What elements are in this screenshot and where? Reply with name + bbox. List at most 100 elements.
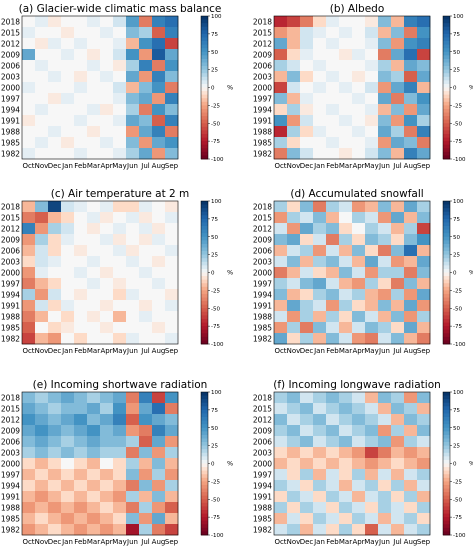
heatmap-cell [139, 234, 153, 246]
heatmap-cell [313, 126, 327, 138]
heatmap-cell [365, 414, 379, 426]
heatmap-cell [165, 278, 179, 290]
heatmap-cell [61, 137, 75, 149]
heatmap-cell [139, 392, 153, 404]
heatmap-cell [417, 491, 431, 503]
heatmap-cell [287, 322, 301, 334]
heatmap-cell [35, 403, 49, 415]
heatmap-cell [87, 104, 101, 116]
colorbar-segment [201, 73, 208, 78]
heatmap-cell [287, 82, 301, 94]
colorbar-segment [201, 48, 208, 53]
heatmap-cell [87, 311, 101, 323]
colorbar-segment [201, 272, 208, 277]
colorbar-segment [443, 265, 450, 270]
heatmap-cell [352, 524, 366, 536]
heatmap-cell [61, 524, 75, 536]
heatmap-cell [48, 436, 62, 448]
heatmap-cell [326, 403, 340, 415]
heatmap-cell [87, 502, 101, 514]
colorbar-tick-label: 100 [211, 14, 222, 20]
heatmap-cell [339, 267, 353, 279]
heatmap-cell [48, 469, 62, 481]
colorbar-segment [443, 517, 450, 522]
heatmap-cell [100, 234, 114, 246]
colorbar-tick-label: 100 [453, 390, 464, 396]
heatmap-cell [404, 392, 418, 404]
colorbar-label: % [227, 460, 233, 468]
heatmap-cell [404, 267, 418, 279]
heatmap-cell [391, 513, 405, 525]
heatmap-cell [61, 245, 75, 257]
heatmap-cell [287, 513, 301, 525]
heatmap-cell [339, 300, 353, 312]
heatmap-cell [74, 223, 88, 235]
heatmap-cell [165, 38, 179, 50]
heatmap-cell [35, 322, 49, 334]
heatmap-cell [391, 201, 405, 213]
colorbar-segment [201, 44, 208, 49]
heatmap-cell [22, 311, 36, 323]
heatmap-cell [165, 469, 179, 481]
colorbar-segment [443, 233, 450, 238]
heatmap-cell [274, 322, 288, 334]
heatmap-cell [300, 436, 314, 448]
x-tick-label: Feb [326, 162, 339, 170]
heatmap-cell [165, 491, 179, 503]
heatmap-cell [22, 322, 36, 334]
x-tick-label: Mar [87, 347, 100, 355]
heatmap-cell [365, 458, 379, 470]
heatmap-cell [391, 414, 405, 426]
heatmap-cell [61, 93, 75, 105]
heatmap-cell [61, 333, 75, 345]
heatmap-cell [22, 93, 36, 105]
heatmap-cell [300, 93, 314, 105]
y-tick-label: 2012 [253, 224, 272, 233]
heatmap-cell [61, 82, 75, 94]
heatmap-cell [74, 425, 88, 437]
heatmap-cell [61, 480, 75, 492]
heatmap-cell [287, 137, 301, 149]
heatmap-cell [48, 93, 62, 105]
x-tick-label: Jan [313, 538, 325, 546]
heatmap-cell [274, 447, 288, 459]
heatmap-cell [152, 414, 166, 426]
heatmap-cell [287, 223, 301, 235]
heatmap-cell [22, 267, 36, 279]
heatmap-cell [352, 289, 366, 301]
heatmap-cell [378, 27, 392, 39]
heatmap-cell [287, 425, 301, 437]
heatmap-cell [48, 414, 62, 426]
colorbar-segment [443, 402, 450, 407]
y-tick-label: 2000 [253, 83, 272, 92]
colorbar-segment [201, 513, 208, 518]
colorbar-segment [201, 19, 208, 24]
colorbar-segment [201, 442, 208, 447]
heatmap-cell [378, 93, 392, 105]
y-tick-label: 2009 [1, 426, 20, 435]
heatmap-cell [100, 60, 114, 72]
heatmap-cell [300, 38, 314, 50]
colorbar-segment [201, 101, 208, 106]
heatmap-cell [404, 60, 418, 72]
y-tick-label: 2000 [253, 459, 272, 468]
heatmap-cell [300, 447, 314, 459]
heatmap-cell [391, 234, 405, 246]
heatmap-cell [365, 71, 379, 83]
heatmap-cell [22, 16, 36, 28]
heatmap-cell [300, 392, 314, 404]
y-tick-label: 1988 [1, 503, 20, 512]
x-tick-label: Apr [100, 347, 112, 355]
x-tick-label: Oct [22, 538, 34, 546]
heatmap-cell [391, 93, 405, 105]
heatmap-cell [300, 491, 314, 503]
heatmap-cell [74, 38, 88, 50]
heatmap-cell [391, 60, 405, 72]
heatmap-cell [391, 256, 405, 268]
heatmap-cell [417, 300, 431, 312]
heatmap-cell [300, 300, 314, 312]
heatmap-cell [300, 27, 314, 39]
heatmap-cell [326, 49, 340, 61]
colorbar-segment [201, 276, 208, 281]
heatmap-cell [113, 267, 127, 279]
